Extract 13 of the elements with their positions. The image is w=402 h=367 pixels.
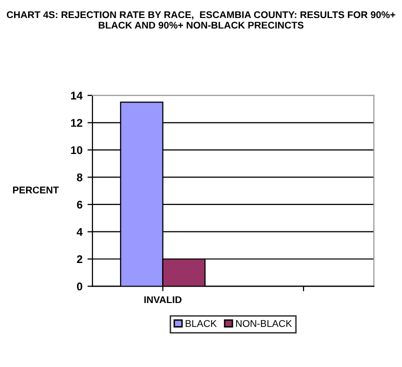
legend-label: BLACK: [186, 320, 217, 327]
y-tick-label: 14: [71, 92, 83, 100]
y-tick-label: 2: [76, 255, 82, 264]
y-tick-label: 10: [71, 146, 82, 154]
y-tick-label: 6: [76, 200, 82, 209]
y-axis-title: PERCENT: [13, 186, 59, 194]
y-tick-label: 8: [76, 173, 82, 182]
legend-label: NON-BLACK: [236, 320, 292, 327]
x-tick-label: INVALID: [144, 296, 182, 304]
y-tick-label: 12: [71, 118, 82, 127]
y-tick-label: 4: [76, 228, 83, 236]
y-tick-label: 0: [77, 282, 82, 290]
chart-title: CHART 4S: REJECTION RATE BY RACE, ESCAMBIA COUNTY: RESULTS FOR 90%+ BLACK AND 90%+ NON-BLACK PRECINCTS: [6, 11, 396, 29]
